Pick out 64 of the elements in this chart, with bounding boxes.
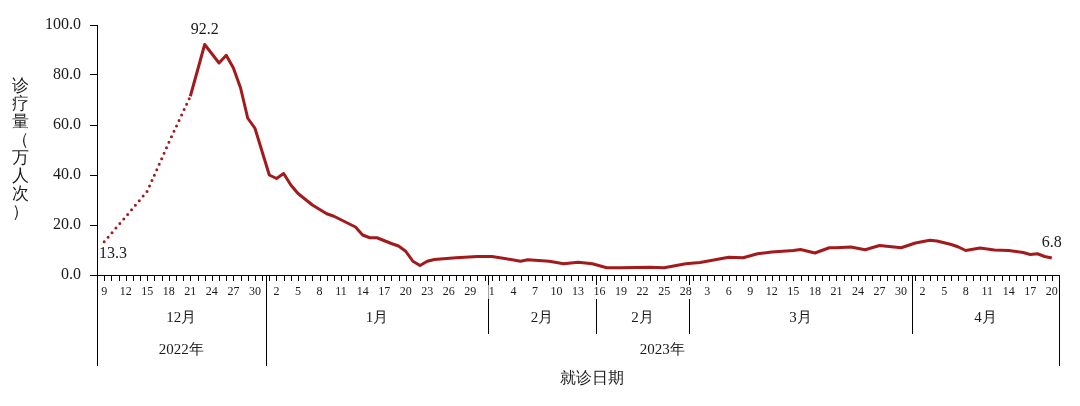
x-tick-label: 27 xyxy=(227,284,240,299)
y-axis-title: 诊疗量（万人次） xyxy=(12,75,29,221)
x-tick-label: 24 xyxy=(851,284,864,299)
x-tick-label: 24 xyxy=(205,284,218,299)
y-tick-label: 20.0 xyxy=(53,215,81,233)
x-tick-label: 5 xyxy=(941,284,948,299)
x-tick-label: 22 xyxy=(636,284,649,299)
x-tick-label: 20 xyxy=(399,284,412,299)
x-tick-label: 28 xyxy=(679,284,692,299)
y-tick-label: 80.0 xyxy=(53,65,81,83)
text: 2月 xyxy=(631,309,654,326)
x-tick-label: 9 xyxy=(101,284,108,299)
data-label: 13.3 xyxy=(99,243,127,261)
x-tick-label: 18 xyxy=(808,284,821,299)
x-tick-label: 30 xyxy=(248,284,261,299)
x-tick-label: 29 xyxy=(464,284,477,299)
text: 12月 xyxy=(166,309,197,326)
x-tick-label: 4 xyxy=(510,284,517,299)
x-tick-label: 26 xyxy=(442,284,455,299)
x-tick-label: 3 xyxy=(704,284,711,299)
x-tick-label: 11 xyxy=(981,284,993,299)
text: 2022年 xyxy=(158,340,204,357)
text: 3月 xyxy=(789,309,812,326)
text: 2月 xyxy=(530,309,554,326)
x-tick-label: 9 xyxy=(747,284,754,299)
x-axis-title: 就诊日期 xyxy=(560,368,624,387)
x-tick-label: 12 xyxy=(765,284,778,299)
x-tick-label: 15 xyxy=(787,284,800,299)
text: 1月 xyxy=(365,309,389,326)
x-tick-label: 27 xyxy=(873,284,886,299)
x-tick-label: 2 xyxy=(273,284,280,299)
x-tick-label: 8 xyxy=(316,284,323,299)
x-tick-label: 23 xyxy=(421,284,434,299)
x-tick-label: 6 xyxy=(725,284,732,299)
y-tick-label: 60.0 xyxy=(53,115,81,133)
data-label: 6.8 xyxy=(1041,233,1062,251)
x-tick-label: 7 xyxy=(531,284,538,299)
x-tick-label: 16 xyxy=(593,284,606,299)
y-tick-label: 0.0 xyxy=(61,265,81,283)
x-tick-label: 14 xyxy=(1002,284,1015,299)
y-tick-label: 40.0 xyxy=(53,165,81,183)
x-tick-label: 12 xyxy=(119,284,132,299)
x-tick-label: 10 xyxy=(550,284,563,299)
x-tick-label: 25 xyxy=(658,284,671,299)
x-tick-label: 17 xyxy=(1024,284,1037,299)
x-tick-label: 21 xyxy=(184,284,197,299)
x-tick-label: 11 xyxy=(335,284,347,299)
text: 4月 xyxy=(974,309,997,326)
x-tick-label: 21 xyxy=(830,284,843,299)
x-tick-label: 5 xyxy=(295,284,302,299)
x-tick-label: 30 xyxy=(895,284,908,299)
x-tick-label: 19 xyxy=(615,284,628,299)
x-tick-label: 8 xyxy=(962,284,969,299)
data-label: 92.2 xyxy=(190,19,219,37)
x-tick-label: 13 xyxy=(572,284,584,299)
x-tick-label: 1 xyxy=(488,284,495,299)
text: 2023年 xyxy=(639,340,685,357)
x-tick-label: 14 xyxy=(356,284,369,299)
x-tick-label: 15 xyxy=(141,284,154,299)
x-tick-label: 2 xyxy=(919,284,926,299)
x-tick-label: 20 xyxy=(1045,284,1058,299)
x-tick-label: 18 xyxy=(162,284,175,299)
x-tick-label: 17 xyxy=(378,284,391,299)
y-tick-label: 100.0 xyxy=(45,15,81,33)
